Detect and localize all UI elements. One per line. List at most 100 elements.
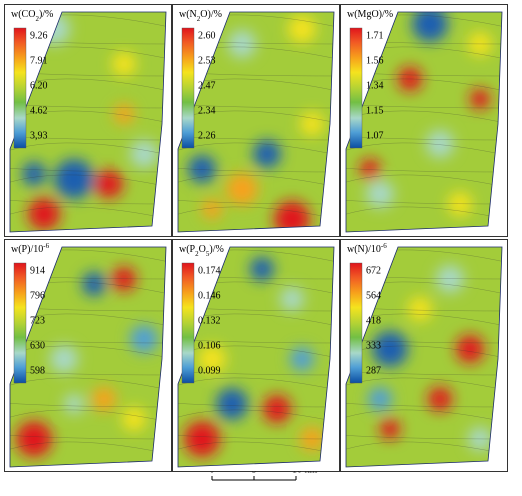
legend-label: 9.26 bbox=[30, 30, 48, 41]
legend-label: 333 bbox=[366, 340, 381, 351]
title-part: )/% bbox=[209, 244, 223, 255]
legend-bar bbox=[13, 27, 27, 149]
contour-line bbox=[10, 206, 166, 221]
legend-label: 7.91 bbox=[30, 55, 48, 66]
legend-label: 1.56 bbox=[366, 55, 384, 66]
map-panel: w(N)/10-6 672 564 418 333 287 bbox=[340, 239, 508, 472]
contour-line bbox=[178, 441, 334, 456]
map-area bbox=[178, 12, 334, 232]
map-panel: w(P)/10-6 914 796 723 630 598 bbox=[4, 239, 172, 472]
contour-line bbox=[10, 167, 166, 173]
title-part: w(N bbox=[179, 9, 197, 20]
title-part: w(CO bbox=[11, 9, 35, 20]
contour-line bbox=[178, 206, 334, 221]
legend-label: 418 bbox=[366, 315, 381, 326]
title-part: 2 bbox=[35, 15, 39, 23]
contour-line bbox=[178, 402, 334, 408]
title-part: w(N)/10 bbox=[347, 244, 381, 255]
map-outline bbox=[345, 11, 503, 233]
legend-label: 564 bbox=[366, 290, 381, 301]
contour-line bbox=[346, 402, 502, 408]
contour-line bbox=[178, 434, 334, 440]
contour-line bbox=[10, 434, 166, 440]
legend-label: 1.71 bbox=[366, 30, 384, 41]
panel-title: w(N2O)/% bbox=[179, 9, 222, 22]
title-part: O bbox=[199, 244, 206, 255]
title-part: )/% bbox=[39, 9, 53, 20]
legend-label: 4.62 bbox=[30, 105, 48, 116]
contour-line bbox=[346, 441, 502, 456]
legend-label: 598 bbox=[30, 365, 45, 376]
title-part: -6 bbox=[381, 242, 387, 250]
legend-label: 2.34 bbox=[198, 105, 216, 116]
legend-label: 2.53 bbox=[198, 55, 216, 66]
legend-label: 630 bbox=[30, 340, 45, 351]
legend-label: 6.20 bbox=[30, 80, 48, 91]
legend-label: 0.132 bbox=[198, 315, 221, 326]
panel-title: w(N)/10-6 bbox=[347, 242, 387, 256]
map-outline bbox=[177, 11, 335, 233]
contour-line bbox=[346, 174, 502, 189]
contour-line bbox=[178, 167, 334, 173]
legend-label: 0.106 bbox=[198, 340, 221, 351]
legend-label: 2.47 bbox=[198, 80, 216, 91]
title-part: O)/% bbox=[200, 9, 222, 20]
legend-label: 723 bbox=[30, 315, 45, 326]
title-part: w(P bbox=[179, 244, 196, 255]
contour-line bbox=[178, 199, 334, 205]
contour-line bbox=[178, 174, 334, 189]
panel-title: w(P2O5)/% bbox=[179, 244, 224, 257]
contour-line bbox=[10, 174, 166, 189]
contour-line bbox=[346, 199, 502, 205]
legend-label: 1.34 bbox=[366, 80, 384, 91]
legend-bar bbox=[349, 27, 363, 149]
panel-title: w(P)/10-6 bbox=[11, 242, 50, 256]
panel-title: w(MgO)/% bbox=[347, 9, 393, 20]
map-panel: w(MgO)/% 1.71 1.56 1.34 1.15 1.07 bbox=[340, 4, 508, 237]
contour-line bbox=[10, 402, 166, 408]
title-part: 2 bbox=[197, 15, 201, 23]
contour-line bbox=[10, 409, 166, 424]
title-part: 5 bbox=[206, 250, 210, 258]
map-area bbox=[346, 12, 502, 232]
legend-bar bbox=[181, 27, 195, 149]
legend-label: 0.099 bbox=[198, 365, 221, 376]
legend-label: 287 bbox=[366, 365, 381, 376]
legend-label: 3,93 bbox=[30, 130, 48, 141]
title-part: -6 bbox=[43, 242, 49, 250]
title-part: w(P)/10 bbox=[11, 244, 43, 255]
legend-label: 0.174 bbox=[198, 265, 221, 276]
map-outline bbox=[177, 246, 335, 468]
legend-bar bbox=[181, 262, 195, 384]
legend-label: 1.15 bbox=[366, 105, 384, 116]
map-outline bbox=[345, 246, 503, 468]
map-base bbox=[346, 12, 502, 232]
title-part: 2 bbox=[195, 250, 199, 258]
contour-line bbox=[178, 409, 334, 424]
contour-line bbox=[346, 409, 502, 424]
map-area bbox=[178, 247, 334, 467]
map-panel: w(CO2)/% 9.26 7.91 6.20 4.62 3,93 bbox=[4, 4, 172, 237]
map-outline bbox=[9, 11, 167, 233]
legend-label: 2.26 bbox=[198, 130, 216, 141]
map-panel: w(N2O)/% 2.60 2.53 2.47 2.34 2.26 bbox=[172, 4, 340, 237]
legend-label: 2.60 bbox=[198, 30, 216, 41]
panel-title: w(CO2)/% bbox=[11, 9, 53, 22]
legend-label: 914 bbox=[30, 265, 45, 276]
map-base bbox=[178, 12, 334, 232]
map-area bbox=[10, 12, 166, 232]
contour-line bbox=[346, 167, 502, 173]
map-panel: w(P2O5)/% 0.174 0.146 0.132 0.106 0.099 bbox=[172, 239, 340, 472]
contour-line bbox=[10, 199, 166, 205]
title-part: w(MgO)/% bbox=[347, 9, 393, 20]
contour-line bbox=[346, 434, 502, 440]
map-outline bbox=[9, 246, 167, 468]
legend-bar bbox=[13, 262, 27, 384]
legend-label: 796 bbox=[30, 290, 45, 301]
legend-label: 1.07 bbox=[366, 130, 384, 141]
contour-line bbox=[10, 441, 166, 456]
map-base bbox=[346, 247, 502, 467]
contour-line bbox=[346, 206, 502, 221]
map-area bbox=[10, 247, 166, 467]
